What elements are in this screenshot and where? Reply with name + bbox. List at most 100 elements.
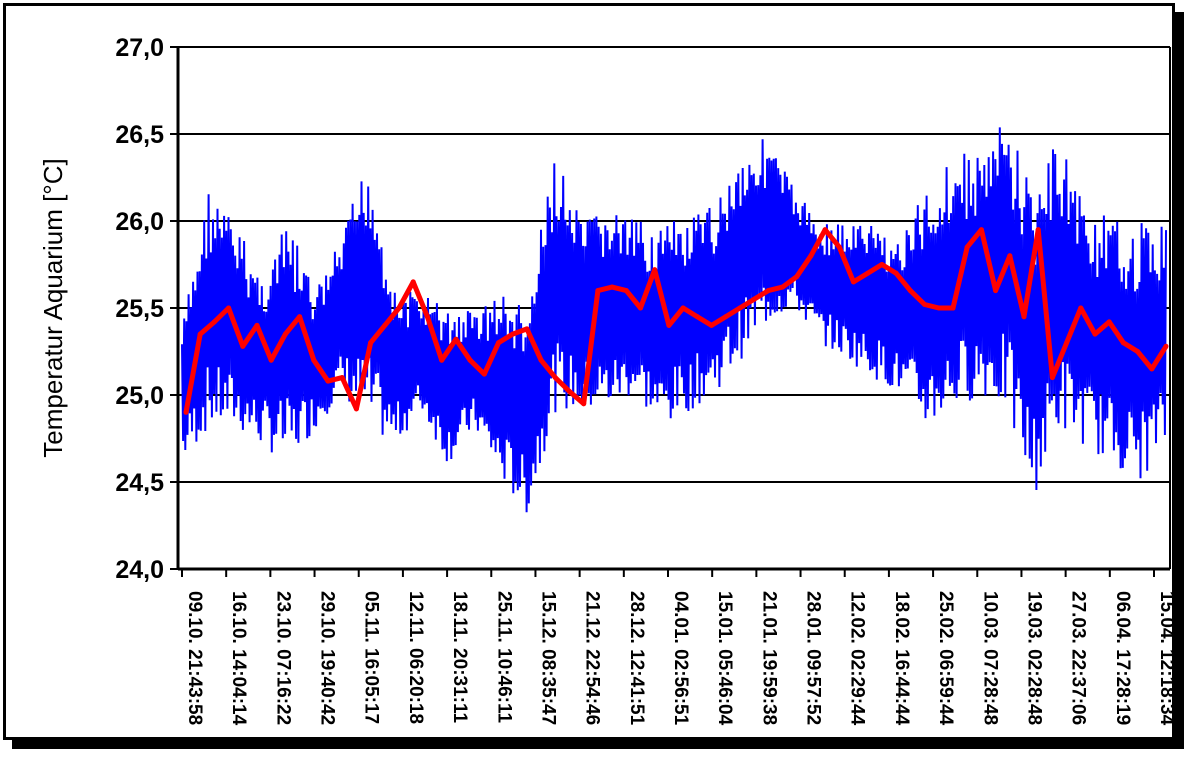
smoothed-point (1149, 366, 1155, 372)
smoothed-point (694, 314, 700, 320)
x-tick-label: 16.10. 14:04:14 (228, 591, 249, 726)
smoothed-point (183, 409, 189, 415)
smoothed-point (907, 288, 913, 294)
smoothed-point (623, 288, 629, 294)
smoothed-point (439, 357, 445, 363)
smoothed-point (1135, 349, 1141, 354)
smoothed-point (481, 371, 487, 377)
smoothed-point (552, 375, 558, 381)
axes (176, 47, 1171, 571)
x-tick-label: 21.01. 19:59:38 (758, 591, 779, 725)
smoothed-point (496, 340, 501, 346)
x-tick-label: 25.02. 06:59:44 (935, 591, 956, 726)
smoothed-point (1163, 343, 1169, 349)
smoothed-point (524, 326, 530, 332)
smoothed-point (510, 331, 516, 337)
chart-frame: 27,0 26,5 26,0 25,5 25,0 24,5 24,0 09.10. 21:4… (3, 3, 1177, 740)
x-tick-label: 15.04. 12:18:34 (1156, 591, 1172, 726)
smoothed-point (922, 302, 928, 307)
smoothed-point (297, 314, 303, 320)
smoothed-point (751, 296, 757, 302)
smoothed-point (1049, 375, 1055, 381)
smoothed-point (822, 227, 828, 233)
x-tick-label: 27.03. 22:37:06 (1068, 591, 1089, 725)
smoothed-point (353, 406, 359, 412)
y-axis-ticks: 27,0 26,5 26,0 25,5 25,0 24,5 24,0 (115, 34, 178, 584)
smoothed-point (240, 343, 246, 349)
smoothed-point (410, 279, 416, 285)
y-tick-label: 25,5 (115, 295, 164, 323)
smoothed-point (581, 401, 587, 407)
x-tick-label: 09.10. 21:43:58 (184, 591, 205, 725)
smoothed-point (1064, 340, 1070, 346)
smoothed-point (1078, 305, 1084, 311)
x-tick-label: 06.04. 17:28:19 (1112, 591, 1133, 725)
smoothed-point (1007, 253, 1013, 259)
smoothed-point (467, 357, 473, 363)
smoothed-point (638, 305, 643, 311)
smoothed-point (339, 375, 345, 381)
smoothed-point (1092, 331, 1098, 337)
smoothed-point (1120, 340, 1126, 346)
smoothed-point (396, 305, 402, 311)
smoothed-point (978, 227, 984, 233)
smoothed-point (680, 305, 686, 311)
x-tick-label: 28.12. 12:41:51 (626, 591, 647, 726)
temperature-chart: 27,0 26,5 26,0 25,5 25,0 24,5 24,0 09.10. 21:4… (38, 34, 1177, 726)
x-tick-label: 15.01. 05:46:04 (714, 591, 735, 726)
smoothed-point (851, 279, 856, 285)
smoothed-point (765, 288, 771, 294)
x-tick-label: 18.02. 16:44:44 (891, 591, 912, 726)
smoothed-point (1106, 319, 1112, 325)
smoothed-point (325, 378, 331, 384)
smoothed-point (382, 322, 388, 328)
smoothed-point (268, 357, 274, 363)
smoothed-point (424, 314, 430, 320)
smoothed-point (893, 270, 899, 276)
smoothed-point (226, 305, 232, 311)
x-tick-label: 05.11. 16:05:17 (361, 591, 382, 724)
y-tick-label: 25,0 (115, 382, 164, 410)
smoothed-point (567, 389, 572, 394)
smoothed-point (780, 284, 785, 290)
smoothed-point (211, 319, 217, 325)
smoothed-point (1035, 227, 1041, 233)
x-tick-label: 15.12. 08:35:47 (537, 591, 558, 725)
smoothed-temperature-series (183, 227, 1169, 413)
smoothed-point (538, 357, 544, 363)
series-area (181, 127, 1169, 513)
smoothed-point (652, 267, 658, 273)
x-tick-label: 29.10. 19:40:42 (317, 591, 338, 725)
y-tick-label: 26,0 (115, 208, 164, 236)
y-tick-label: 27,0 (115, 34, 164, 62)
smoothed-point (993, 288, 999, 294)
y-tick-label: 24,5 (115, 469, 164, 497)
x-axis-ticks: 09.10. 21:43:58 16.10. 14:04:14 23.10. 07:… (181, 569, 1177, 726)
smoothed-point (453, 336, 459, 342)
smoothed-point (964, 244, 970, 250)
smoothed-point (808, 253, 814, 259)
y-tick-label: 24,0 (115, 556, 164, 584)
y-axis-label: Temperatur Aquarium [°C] (38, 158, 68, 457)
smoothed-point (609, 284, 615, 290)
smoothed-point (723, 314, 729, 320)
smoothed-point (368, 340, 374, 346)
x-tick-label: 21.12. 22:54:46 (582, 591, 603, 725)
smoothed-point (282, 331, 288, 337)
x-tick-label: 04.01. 02:56:51 (670, 591, 691, 726)
smoothed-point (666, 322, 672, 328)
x-tick-label: 12.11. 06:20:18 (405, 591, 426, 724)
smoothed-point (737, 305, 743, 311)
x-tick-label: 18.11. 20:31:11 (449, 591, 470, 723)
smoothed-point (311, 357, 317, 363)
x-tick-label: 10.03. 07:28:48 (979, 591, 1000, 725)
x-tick-label: 25.11. 10:46:11 (493, 591, 514, 723)
smoothed-point (709, 322, 714, 328)
x-tick-label: 12.02. 02:29:44 (847, 591, 868, 726)
smoothed-point (950, 305, 956, 311)
smoothed-point (254, 322, 260, 328)
smoothed-point (879, 262, 885, 267)
smoothed-point (936, 305, 942, 311)
smoothed-point (1021, 314, 1027, 320)
smoothed-point (836, 244, 842, 250)
